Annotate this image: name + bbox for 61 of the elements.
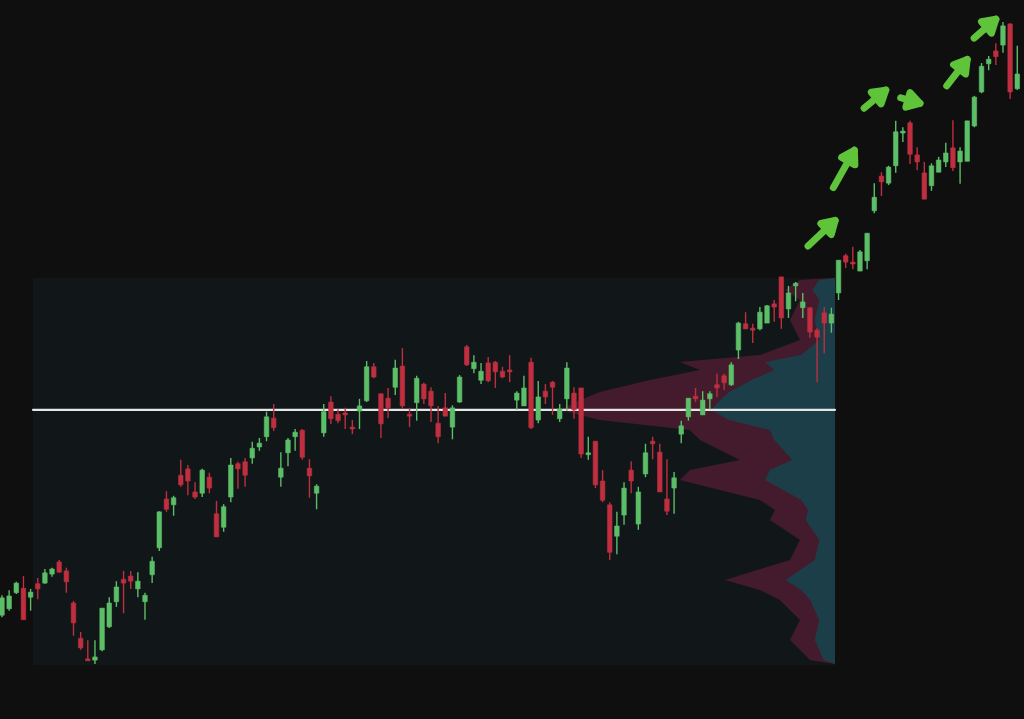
- candlestick: [213, 500, 220, 538]
- candlestick: [993, 42, 999, 66]
- candlestick: [642, 443, 649, 478]
- candlestick: [828, 306, 834, 334]
- candlestick: [585, 436, 591, 461]
- candlestick: [600, 469, 606, 503]
- candlestick: [678, 419, 684, 444]
- candlestick: [793, 281, 799, 302]
- candlestick: [35, 577, 41, 600]
- candlestick: [800, 292, 806, 319]
- candlestick: [821, 306, 827, 354]
- candlestick: [878, 171, 884, 197]
- candlestick: [28, 588, 34, 612]
- candlestick: [306, 458, 313, 499]
- candlestick: [950, 119, 956, 172]
- candlestick: [120, 570, 127, 614]
- candlestick: [163, 490, 170, 513]
- candlestick: [1014, 45, 1020, 91]
- candlestick: [206, 471, 212, 494]
- candlestick: [871, 182, 877, 215]
- candlestick: [92, 639, 98, 665]
- candlestick: [650, 436, 656, 460]
- candlestick: [149, 556, 155, 584]
- candlestick: [449, 404, 456, 440]
- candlestick: [507, 354, 513, 383]
- candlestick: [671, 471, 677, 515]
- candlestick: [435, 405, 441, 444]
- candlestick: [199, 468, 205, 498]
- candlestick: [321, 403, 327, 438]
- candlestick: [406, 407, 413, 428]
- candlestick: [535, 380, 541, 424]
- candlestick: [135, 571, 141, 598]
- candlestick: [392, 358, 398, 396]
- candlestick: [542, 383, 548, 405]
- candlestick: [113, 580, 119, 608]
- candlestick: [714, 373, 720, 398]
- candlestick: [549, 380, 556, 416]
- candlestick: [292, 428, 298, 452]
- candlestick: [221, 503, 227, 533]
- candlestick: [263, 410, 270, 442]
- candlestick: [664, 458, 670, 516]
- candlestick: [728, 361, 734, 387]
- candlestick: [314, 483, 320, 510]
- candlestick: [478, 362, 484, 385]
- candlestick: [928, 162, 935, 192]
- candlestick: [85, 639, 91, 662]
- candlestick: [356, 398, 363, 430]
- candlestick: [442, 392, 448, 417]
- candlestick: [285, 437, 291, 467]
- candlestick: [249, 441, 255, 465]
- candlestick: [271, 403, 277, 432]
- candlestick: [142, 592, 148, 621]
- candlestick: [614, 511, 620, 555]
- candlestick: [70, 600, 77, 637]
- candlestick: [785, 285, 792, 319]
- candlestick: [464, 344, 470, 367]
- candlestick: [685, 397, 691, 422]
- candlestick: [1000, 21, 1006, 54]
- candlestick: [171, 495, 177, 517]
- candlestick: [628, 460, 634, 494]
- candlestick: [278, 451, 284, 488]
